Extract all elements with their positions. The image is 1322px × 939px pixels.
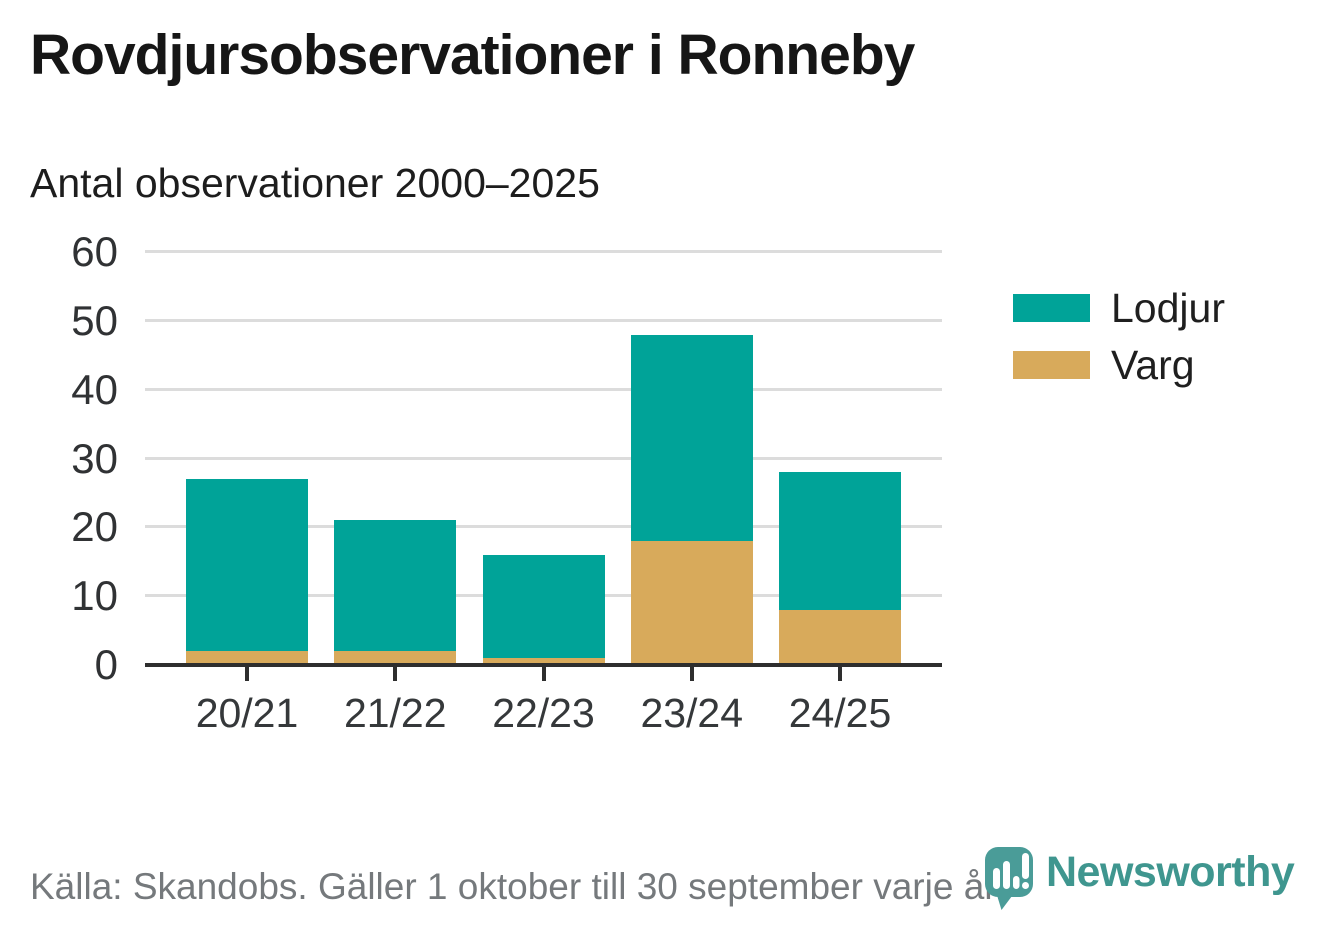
bar-22-23-lodjur bbox=[482, 554, 605, 659]
legend-label-varg: Varg bbox=[1111, 341, 1195, 388]
legend-label-lodjur: Lodjur bbox=[1111, 284, 1225, 331]
plot-area bbox=[145, 250, 942, 665]
legend-swatch-varg bbox=[1013, 351, 1090, 379]
legend-item-varg: Varg bbox=[1013, 341, 1225, 388]
bar-21-22-varg bbox=[334, 651, 457, 665]
gridline-30 bbox=[145, 456, 942, 460]
gridline-50 bbox=[145, 318, 942, 322]
x-axis-tick-22-23 bbox=[541, 667, 546, 681]
bar-23-24-varg bbox=[630, 541, 753, 665]
y-axis-label-10: 10 bbox=[71, 572, 118, 620]
source-note: Källa: Skandobs. Gäller 1 oktober till 3… bbox=[30, 866, 1005, 907]
y-axis-label-0: 0 bbox=[94, 641, 118, 688]
gridline-20 bbox=[145, 525, 942, 529]
bar-20-21-lodjur bbox=[186, 479, 308, 652]
legend: Lodjur Varg bbox=[1013, 284, 1225, 400]
legend-item-lodjur: Lodjur bbox=[1013, 284, 1225, 331]
page-title: Rovdjursobservationer i Ronneby bbox=[30, 23, 915, 87]
x-axis-label-21-22: 21/22 bbox=[343, 690, 447, 736]
bar-21-22-lodjur bbox=[334, 520, 457, 652]
y-axis-label-20: 20 bbox=[71, 503, 118, 551]
bar-24-25-lodjur bbox=[779, 472, 901, 610]
y-axis-label-60: 60 bbox=[71, 228, 118, 275]
gridline-40 bbox=[145, 387, 942, 391]
x-axis-tick-20-21 bbox=[245, 667, 249, 681]
x-axis-label-24-25: 24/25 bbox=[788, 690, 892, 736]
bar-20-21-varg bbox=[186, 651, 308, 665]
legend-swatch-lodjur bbox=[1013, 294, 1090, 322]
x-axis-line bbox=[145, 663, 942, 667]
x-axis-tick-23-24 bbox=[689, 667, 694, 681]
bar-22-23-varg bbox=[482, 658, 605, 665]
y-axis-label-30: 30 bbox=[71, 434, 118, 482]
x-axis-label-23-24: 23/24 bbox=[640, 690, 744, 736]
x-axis-label-20-21: 20/21 bbox=[195, 690, 299, 736]
bar-23-24-lodjur bbox=[630, 334, 753, 542]
y-axis-label-50: 50 bbox=[71, 296, 118, 344]
newsworthy-logo-icon bbox=[985, 847, 1033, 910]
newsworthy-wordmark: Newsworthy bbox=[1046, 848, 1295, 896]
gridline-60 bbox=[145, 250, 942, 253]
x-axis-tick-21-22 bbox=[393, 667, 398, 681]
bar-24-25-varg bbox=[779, 609, 901, 665]
x-axis-label-22-23: 22/23 bbox=[492, 690, 595, 736]
x-axis-tick-24-25 bbox=[838, 667, 842, 681]
y-axis-label-40: 40 bbox=[71, 365, 118, 413]
chart-subtitle: Antal observationer 2000–2025 bbox=[30, 160, 600, 206]
